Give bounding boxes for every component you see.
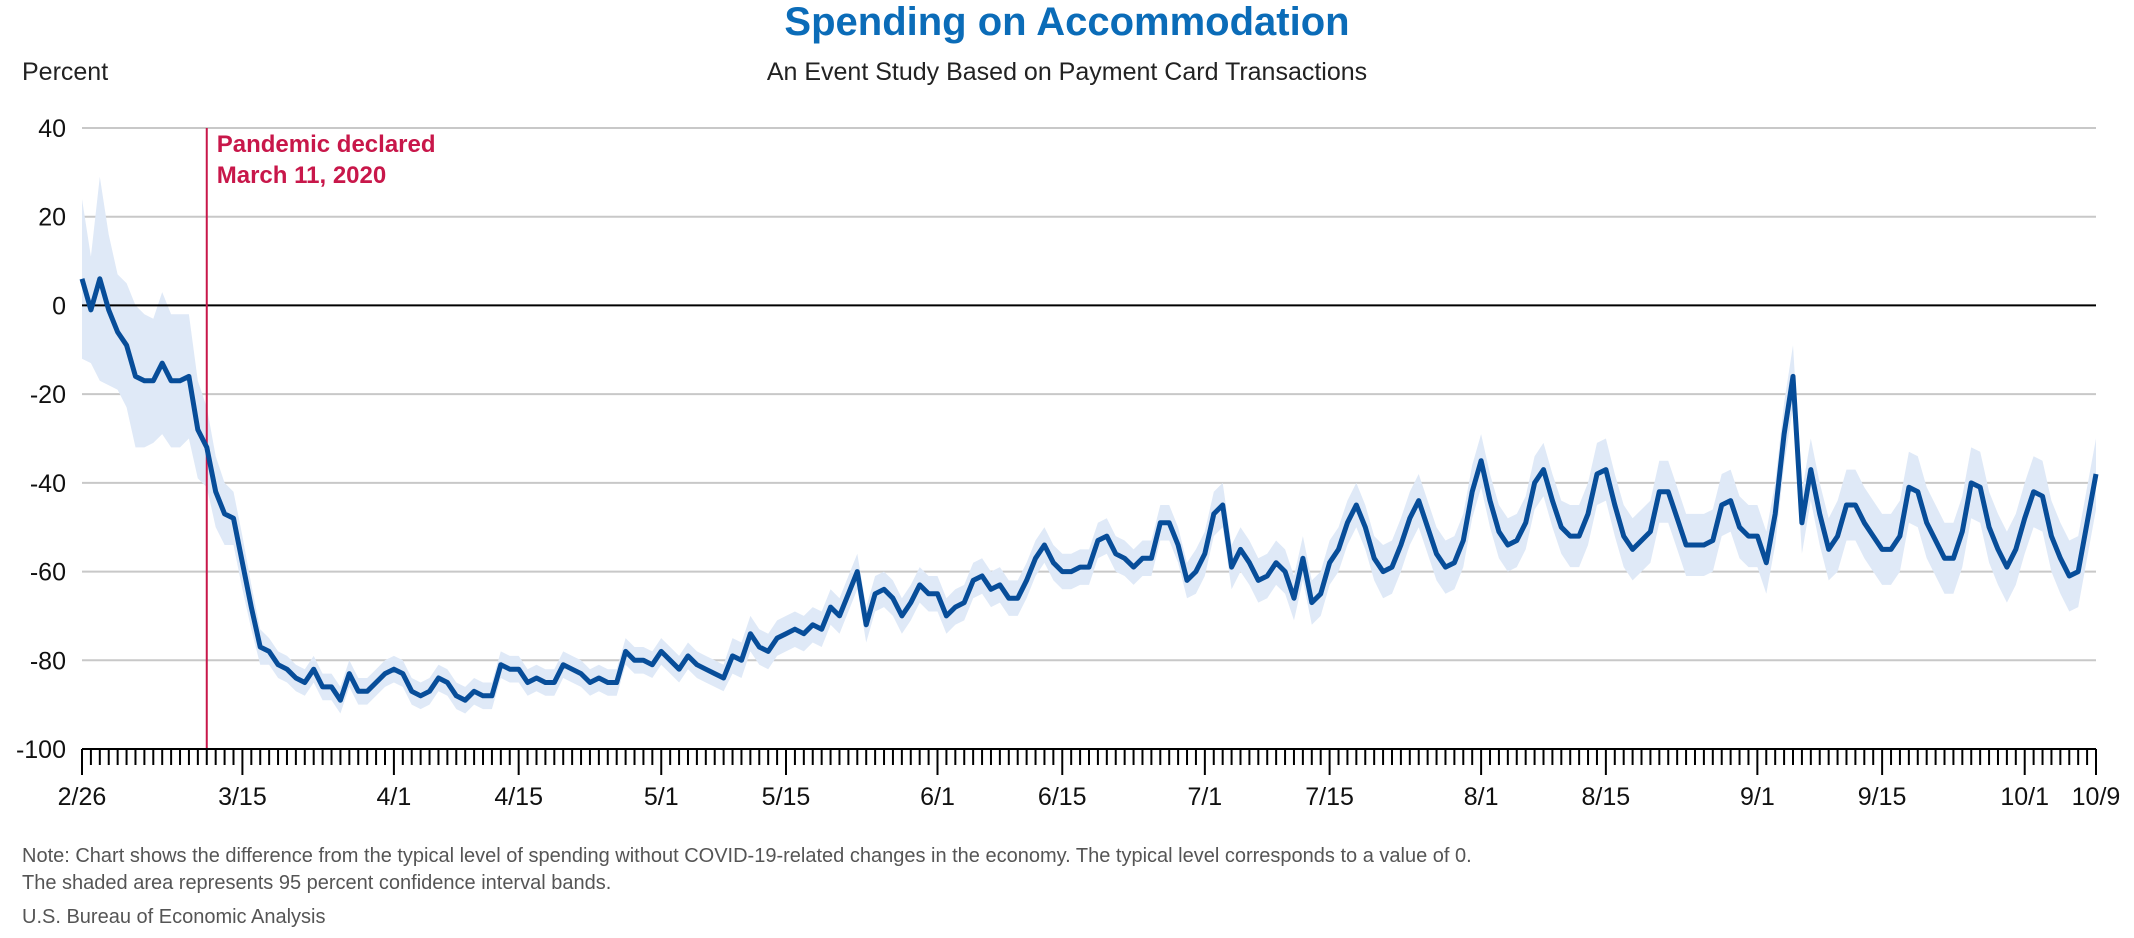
y-tick-label: -80 <box>30 647 66 675</box>
x-tick-label: 7/1 <box>1187 783 1222 811</box>
series-line <box>79 276 2099 703</box>
x-tick-label: 10/9 <box>2072 783 2121 811</box>
chart-note: Note: Chart shows the difference from th… <box>22 843 1472 897</box>
x-tick-label: 4/15 <box>494 783 543 811</box>
y-axis-label: Percent <box>22 58 109 86</box>
y-tick-label: -60 <box>30 559 66 587</box>
y-tick-label: 0 <box>52 292 66 320</box>
note-line-1: Note: Chart shows the difference from th… <box>22 845 1472 867</box>
x-tick-label: 6/1 <box>920 783 955 811</box>
x-tick-label: 3/15 <box>218 783 267 811</box>
x-tick-label: 2/26 <box>58 783 107 811</box>
y-tick-label: -100 <box>16 736 66 764</box>
source-credit: U.S. Bureau of Economic Analysis <box>22 906 326 928</box>
y-axis: 40 20 0 -20 -40 -60 -80 -100 <box>16 115 66 764</box>
event-label-line1: Pandemic declared <box>217 131 436 158</box>
x-tick-label: 6/15 <box>1038 783 1087 811</box>
x-tick-label: 5/1 <box>644 783 679 811</box>
note-line-2: The shaded area represents 95 percent co… <box>22 872 612 894</box>
x-tick-label: 5/15 <box>762 783 811 811</box>
confidence-band <box>82 176 2096 714</box>
y-tick-label: -20 <box>30 381 66 409</box>
y-tick-label: 20 <box>38 204 66 232</box>
x-tick-label: 10/1 <box>2000 783 2049 811</box>
y-tick-label: 40 <box>38 115 66 143</box>
event-label-line2: March 11, 2020 <box>217 162 386 189</box>
x-tick-label: 9/1 <box>1740 783 1775 811</box>
x-tick-labels: 2/26 3/15 4/1 4/15 5/1 5/15 6/1 6/15 7/1 7/15 8/1 8… <box>58 783 2121 811</box>
chart-subtitle: An Event Study Based on Payment Card Tra… <box>766 58 1368 86</box>
x-axis <box>81 748 2097 775</box>
x-tick-label: 4/1 <box>377 783 412 811</box>
x-tick-label: 9/15 <box>1858 783 1907 811</box>
y-tick-label: -40 <box>30 470 66 498</box>
x-tick-label: 8/15 <box>1582 783 1631 811</box>
x-tick-label: 7/15 <box>1305 783 1354 811</box>
chart-title: Spending on Accommodation <box>784 0 1350 44</box>
x-tick-label: 8/1 <box>1464 783 1499 811</box>
